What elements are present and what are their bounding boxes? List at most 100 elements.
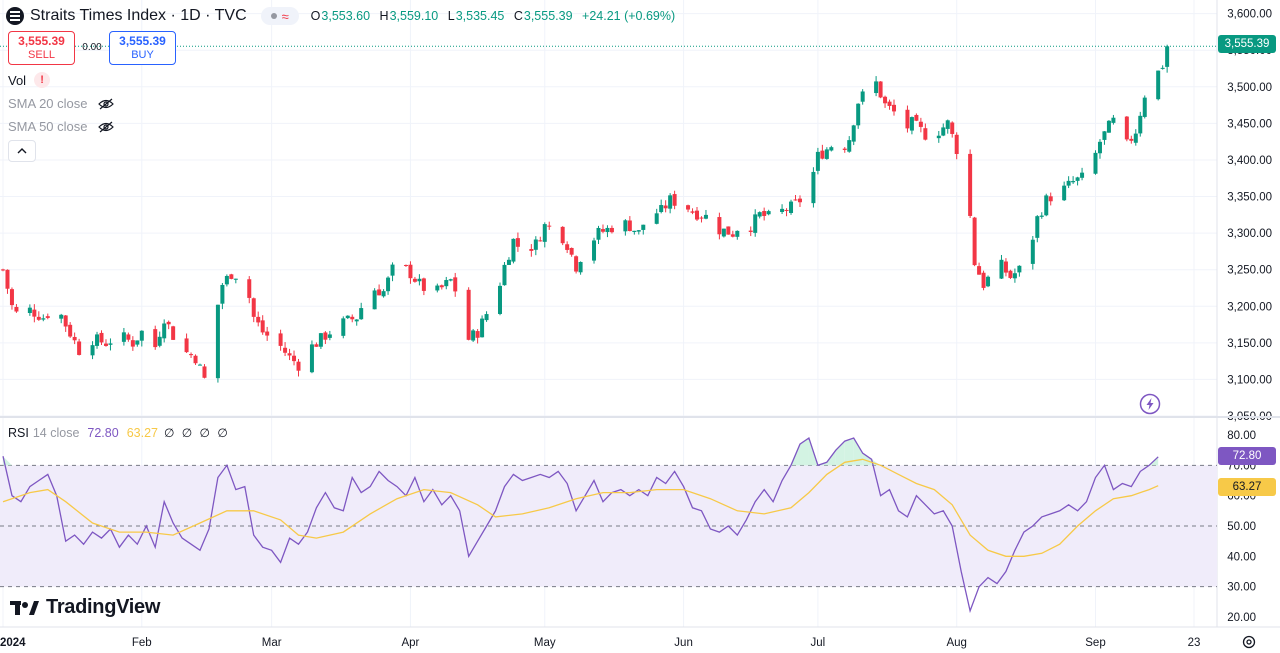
- candle-body: [636, 230, 641, 232]
- candle-body: [247, 279, 252, 298]
- candle-body: [202, 366, 207, 378]
- buy-price: 3,555.39: [119, 34, 166, 48]
- candle-body: [668, 195, 673, 209]
- hidden-eye-icon[interactable]: [97, 98, 114, 110]
- candle-body: [184, 338, 189, 353]
- candle-body: [14, 306, 19, 312]
- candle-body: [417, 278, 422, 282]
- candle-body: [448, 279, 453, 281]
- candle-body: [480, 318, 485, 338]
- rsi-overbought-fill: [799, 438, 809, 466]
- volume-indicator[interactable]: Vol !: [8, 72, 51, 88]
- time-axis-tick-label: Apr: [401, 637, 419, 649]
- collapse-legend-button[interactable]: [8, 140, 36, 162]
- symbol-legend: Straits Times Index · 1D · TVC ≈ O3,553.…: [6, 4, 675, 28]
- rsi-value-tag: 72.80: [1218, 447, 1276, 465]
- candle-body: [860, 91, 865, 102]
- candle-body: [592, 240, 597, 261]
- candle-body: [596, 227, 601, 240]
- market-status-pill[interactable]: ≈: [260, 7, 299, 25]
- hidden-eye-icon[interactable]: [97, 121, 114, 133]
- candle-body: [1106, 120, 1111, 133]
- buy-label: BUY: [131, 49, 154, 61]
- tradingview-logo-text: TradingView: [46, 596, 161, 618]
- candle-body: [1066, 180, 1071, 186]
- candle-body: [345, 315, 350, 319]
- candle-body: [377, 289, 382, 296]
- candle-body: [654, 213, 659, 224]
- low-value: 3,535.45: [455, 9, 505, 23]
- low-label: L: [447, 9, 455, 23]
- candle-body: [390, 264, 395, 276]
- candle-body: [157, 336, 162, 346]
- tradingview-logo[interactable]: TradingView: [10, 596, 160, 619]
- candle-body: [99, 332, 104, 343]
- lightning-icon[interactable]: [1139, 393, 1161, 415]
- buy-button[interactable]: 3,555.39 BUY: [109, 31, 176, 65]
- candle-body: [757, 212, 762, 217]
- candle-body: [918, 121, 923, 127]
- candle-body: [663, 205, 668, 209]
- candle-body: [1030, 239, 1035, 264]
- candle-body: [842, 148, 847, 150]
- candle-body: [318, 333, 323, 347]
- candle-body: [605, 227, 610, 233]
- time-axis-tick-label: 23: [1188, 637, 1201, 649]
- candle-body: [171, 326, 176, 340]
- candle-body: [726, 226, 731, 235]
- candle-body: [515, 238, 520, 247]
- sma50-indicator[interactable]: SMA 50 close: [8, 119, 114, 134]
- candle-body: [323, 332, 328, 340]
- rsi-axis-tick-label: 20.00: [1227, 612, 1256, 624]
- sma20-indicator[interactable]: SMA 20 close: [8, 96, 114, 111]
- rsi-axis-tick-label: 80.00: [1227, 430, 1256, 442]
- candle-body: [444, 280, 449, 287]
- candle-body: [27, 307, 32, 314]
- candle-body: [1093, 152, 1098, 174]
- candle-body: [103, 343, 108, 346]
- candle-body: [1075, 177, 1080, 181]
- open-value: 3,553.60: [321, 9, 371, 23]
- price-axis-tick-label: 3,150.00: [1227, 338, 1272, 350]
- candle-body: [278, 333, 283, 346]
- candle-body: [641, 224, 646, 230]
- close-value: 3,555.39: [523, 9, 573, 23]
- candle-body: [287, 353, 292, 356]
- candle-body: [1097, 141, 1102, 154]
- candle-body: [63, 315, 68, 327]
- candle-body: [627, 220, 632, 232]
- candle-body: [730, 234, 735, 237]
- price-axis-tick-label: 3,300.00: [1227, 228, 1272, 240]
- candle-body: [260, 320, 265, 333]
- candle-body: [36, 316, 41, 320]
- candle-body: [72, 336, 77, 341]
- candle-body: [529, 248, 534, 251]
- candle-body: [403, 264, 408, 266]
- candle-body: [229, 274, 234, 279]
- candle-body: [1008, 270, 1013, 278]
- warning-icon[interactable]: !: [34, 72, 51, 88]
- sma20-label: SMA 20 close: [8, 96, 88, 111]
- candle-body: [909, 117, 914, 131]
- candle-body: [189, 354, 194, 356]
- candle-body: [1138, 115, 1143, 134]
- candle-body: [502, 264, 507, 286]
- candle-body: [753, 214, 758, 233]
- candle-body: [139, 330, 144, 341]
- time-axis-tick-label: May: [534, 637, 556, 649]
- price-axis-tick-label: 3,200.00: [1227, 301, 1272, 313]
- chart-title[interactable]: Straits Times Index · 1D · TVC: [30, 7, 247, 24]
- candle-body: [59, 314, 64, 319]
- sell-button[interactable]: 3,555.39 SELL: [8, 31, 75, 65]
- candle-body: [659, 205, 664, 213]
- candle-body: [1035, 216, 1040, 238]
- candle-body: [1048, 196, 1053, 202]
- candle-body: [565, 244, 570, 250]
- candle-body: [224, 275, 229, 285]
- candle-body: [623, 220, 628, 232]
- rsi-legend[interactable]: RSI 14 close 72.80 63.27 ∅ ∅ ∅ ∅: [8, 426, 230, 440]
- candle-body: [126, 334, 131, 340]
- settings-gear-icon[interactable]: [1241, 634, 1257, 650]
- time-axis-tick-label: Sep: [1085, 637, 1105, 649]
